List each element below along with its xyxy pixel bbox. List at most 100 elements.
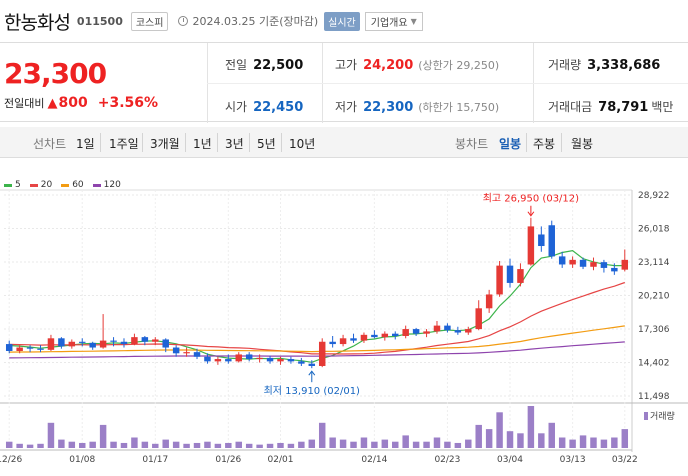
period-3m[interactable]: 3개월 bbox=[150, 137, 180, 151]
candle-body bbox=[120, 341, 128, 345]
x-tick-label: 02/23 bbox=[434, 455, 460, 465]
candle-body bbox=[423, 331, 430, 334]
volume-bar bbox=[339, 439, 347, 448]
divider bbox=[207, 83, 688, 84]
y-tick-label: 17,306 bbox=[638, 325, 670, 335]
candle-body bbox=[266, 357, 274, 362]
candle-chart-label: 봉차트 bbox=[455, 137, 489, 151]
candle-body bbox=[506, 265, 514, 283]
company-overview-dropdown[interactable]: 기업개요 ▼ bbox=[364, 11, 423, 31]
volume-bar bbox=[287, 443, 295, 448]
volume-bar bbox=[152, 443, 159, 448]
low-arrow-head bbox=[308, 370, 316, 376]
candle-body bbox=[392, 333, 399, 336]
candle-body bbox=[611, 267, 618, 272]
volume-value: 3,338,686 bbox=[587, 58, 661, 73]
divider bbox=[281, 133, 282, 152]
ma-line-20 bbox=[9, 281, 626, 355]
volume-bar bbox=[235, 441, 242, 448]
candle-daily[interactable]: 일봉 bbox=[499, 137, 522, 151]
candle-weekly[interactable]: 주봉 bbox=[533, 137, 556, 151]
volume-bar bbox=[256, 444, 263, 448]
high-price: 고가 24,200 (상한가 29,250) bbox=[335, 56, 499, 73]
date-info: 2024.03.25 기준(장마감) bbox=[178, 13, 318, 29]
legend-swatch bbox=[29, 183, 38, 187]
candle-body bbox=[58, 338, 65, 347]
y-tick-label: 26,018 bbox=[638, 225, 670, 235]
low-price: 저가 22,300 (하한가 15,750) bbox=[335, 98, 499, 115]
date-value: 2024.03.25 bbox=[192, 14, 256, 28]
turnover: 거래대금 78,791 백만 bbox=[548, 98, 673, 115]
candle-body bbox=[621, 259, 629, 270]
period-5y[interactable]: 5년 bbox=[257, 137, 276, 151]
volume-bar bbox=[611, 437, 618, 448]
candle-body bbox=[517, 269, 524, 283]
low-annotation: 최저 13,910 (02/01) bbox=[264, 385, 360, 397]
volume-label: 거래량 bbox=[650, 410, 675, 422]
volume-bar bbox=[131, 437, 138, 448]
candle-body bbox=[287, 359, 295, 362]
open-label: 시가 bbox=[225, 100, 248, 114]
legend-ma120: 120 bbox=[92, 180, 121, 190]
legend-label: 5 bbox=[15, 180, 21, 190]
x-tick-label: 03/22 bbox=[612, 455, 638, 465]
candle-monthly[interactable]: 월봉 bbox=[571, 137, 594, 151]
candle-body bbox=[350, 338, 357, 341]
period-1y[interactable]: 1년 bbox=[193, 137, 212, 151]
turnover-unit: 백만 bbox=[651, 100, 674, 114]
x-tick-label: 01/08 bbox=[69, 455, 95, 465]
candle-body bbox=[89, 342, 96, 348]
turnover-label: 거래대금 bbox=[548, 100, 593, 114]
legend-swatch bbox=[4, 183, 12, 187]
volume-bar bbox=[579, 435, 587, 448]
prev-close-label: 전일 bbox=[225, 58, 248, 72]
candle-body bbox=[308, 363, 316, 366]
candle-body bbox=[141, 337, 149, 342]
divider bbox=[100, 133, 101, 152]
candle-body bbox=[485, 294, 493, 309]
divider bbox=[142, 133, 143, 152]
volume-bar bbox=[266, 443, 274, 448]
legend-label: 120 bbox=[103, 180, 121, 190]
period-10y[interactable]: 10년 bbox=[289, 137, 316, 151]
candle-body bbox=[444, 325, 451, 331]
candle-body bbox=[527, 226, 535, 265]
prev-close-value: 22,500 bbox=[253, 58, 304, 73]
candle-body bbox=[412, 329, 420, 334]
candle-body bbox=[548, 225, 555, 257]
volume-bar bbox=[558, 437, 566, 448]
volume-bar bbox=[506, 431, 514, 448]
volume-bar bbox=[496, 412, 503, 448]
realtime-button[interactable]: 실시간 bbox=[324, 11, 360, 31]
ma-legend: 5 20 60 120 bbox=[4, 180, 130, 190]
up-triangle-icon: ▲ bbox=[47, 95, 58, 111]
volume-legend-swatch bbox=[644, 412, 648, 420]
volume-bar bbox=[329, 437, 336, 448]
period-1d[interactable]: 1일 bbox=[76, 137, 95, 151]
volume-bar bbox=[58, 439, 65, 448]
candle-body bbox=[600, 262, 608, 268]
volume-bar bbox=[183, 443, 190, 448]
high-arrow-head bbox=[527, 211, 535, 217]
candle-body bbox=[225, 359, 232, 362]
divider bbox=[526, 133, 527, 152]
candle-body bbox=[235, 354, 242, 362]
candle-body bbox=[496, 265, 503, 295]
period-3y[interactable]: 3년 bbox=[225, 137, 244, 151]
period-1w[interactable]: 1주일 bbox=[109, 137, 139, 151]
volume-bar bbox=[527, 406, 535, 448]
candle-body bbox=[26, 347, 34, 349]
volume-bar bbox=[600, 439, 608, 448]
candle-body bbox=[339, 338, 347, 345]
price-summary: 23,300 전일대비 ▲ 800 +3.56% 전일 22,500 고가 24… bbox=[0, 42, 688, 123]
volume-bar bbox=[538, 433, 545, 448]
volume-bar bbox=[214, 443, 222, 448]
volume-bar bbox=[318, 422, 326, 448]
candle-body bbox=[371, 334, 378, 338]
candle-body bbox=[16, 347, 23, 351]
volume-bar bbox=[360, 437, 368, 448]
volume-bar bbox=[37, 443, 44, 448]
volume-bar bbox=[402, 435, 409, 448]
